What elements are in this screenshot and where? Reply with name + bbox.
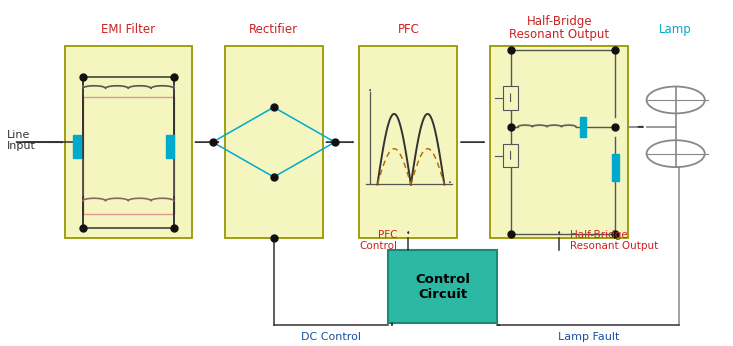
Text: Control
Circuit: Control Circuit	[416, 273, 471, 301]
Text: Half-Bridge: Half-Bridge	[526, 15, 592, 28]
Bar	[388, 249, 498, 324]
Text: DC Control: DC Control	[301, 332, 361, 342]
Text: Line
Input: Line Input	[7, 130, 35, 151]
Bar	[73, 135, 81, 158]
Text: Rectifier: Rectifier	[249, 24, 298, 36]
Bar	[580, 117, 586, 137]
Bar	[490, 46, 628, 238]
Text: Resonant Output: Resonant Output	[509, 28, 609, 42]
Bar	[166, 135, 174, 158]
Text: PFC: PFC	[397, 24, 419, 36]
Text: PFC
Control: PFC Control	[359, 229, 397, 251]
Bar	[504, 144, 517, 167]
Text: Lamp: Lamp	[659, 24, 692, 36]
Bar	[504, 86, 517, 110]
Bar	[83, 97, 174, 214]
Bar	[359, 46, 457, 238]
Bar	[611, 154, 619, 181]
Bar	[65, 46, 192, 238]
Text: Half-Bridge
Resonant Output: Half-Bridge Resonant Output	[570, 229, 658, 251]
Text: Lamp Fault: Lamp Fault	[558, 332, 619, 342]
Text: EMI Filter: EMI Filter	[101, 24, 155, 36]
Bar	[224, 46, 323, 238]
